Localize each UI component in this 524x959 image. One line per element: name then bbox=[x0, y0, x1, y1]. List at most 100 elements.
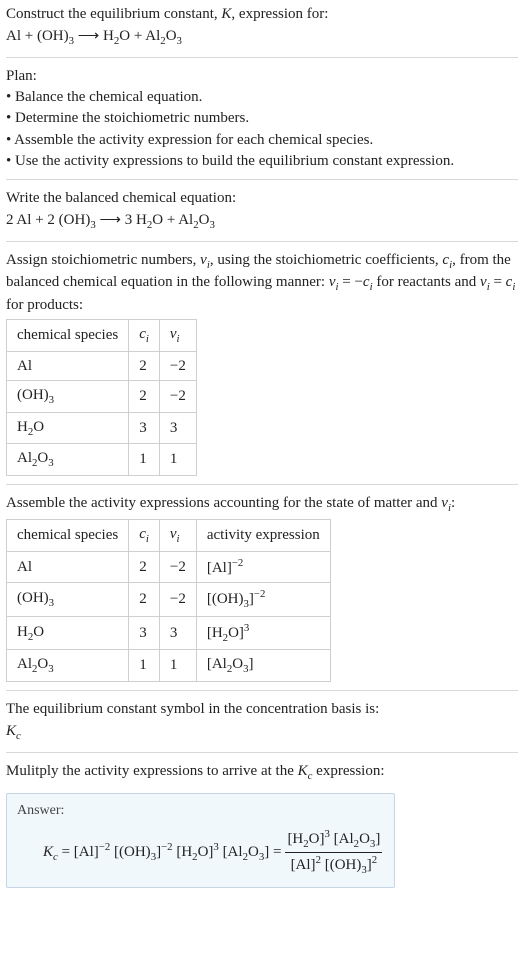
stoich-table: chemical species ci νi Al 2 −2 (OH)3 2 −… bbox=[6, 319, 197, 476]
sub: i bbox=[177, 533, 180, 545]
equals: = bbox=[58, 844, 74, 860]
col-nu: νi bbox=[159, 320, 196, 352]
text: O bbox=[232, 656, 243, 672]
divider bbox=[6, 241, 518, 242]
assign-block: Assign stoichiometric numbers, νi, using… bbox=[6, 250, 518, 476]
K: K bbox=[43, 844, 53, 860]
plus-sign: + bbox=[130, 28, 145, 44]
sub: i bbox=[146, 333, 149, 345]
text: [(OH) bbox=[321, 857, 361, 873]
prompt-block: Construct the equilibrium constant, K, e… bbox=[6, 4, 518, 49]
text: H bbox=[17, 624, 28, 640]
species-oh: (OH) bbox=[37, 28, 69, 44]
reaction-arrow: ⟶ bbox=[96, 212, 125, 228]
answer-equation: Kc = [Al]−2 [(OH)3]−2 [H2O]3 [Al2O3] = [… bbox=[17, 827, 384, 877]
text: [H bbox=[173, 844, 193, 860]
eqconst-symbol: Kc bbox=[6, 721, 518, 744]
cell-activity: [Al2O3] bbox=[196, 650, 330, 682]
sup: −2 bbox=[232, 557, 244, 569]
text: for products: bbox=[6, 297, 83, 313]
text: = bbox=[490, 274, 506, 290]
col-activity: activity expression bbox=[196, 520, 330, 552]
text: [Al bbox=[219, 844, 243, 860]
text: O bbox=[33, 624, 44, 640]
cell-nu: −2 bbox=[159, 381, 196, 413]
sup: −2 bbox=[254, 588, 266, 600]
sup: −2 bbox=[161, 841, 173, 853]
species-h: H bbox=[103, 28, 114, 44]
term: O bbox=[152, 212, 163, 228]
nu: ν bbox=[441, 495, 448, 511]
table-header-row: chemical species ci νi activity expressi… bbox=[7, 520, 331, 552]
cell-c: 2 bbox=[129, 381, 160, 413]
sub: c bbox=[16, 730, 21, 742]
cell-species: H2O bbox=[7, 412, 129, 444]
assign-text: Assign stoichiometric numbers, νi, using… bbox=[6, 250, 518, 315]
table-row: Al 2 −2 [Al]−2 bbox=[7, 551, 331, 582]
text: [Al] bbox=[74, 844, 99, 860]
answer-label: Answer: bbox=[17, 802, 384, 821]
species-al: Al bbox=[145, 28, 160, 44]
plan-list: • Balance the chemical equation. • Deter… bbox=[6, 87, 518, 171]
reaction-arrow: ⟶ bbox=[74, 28, 103, 44]
cell-species: Al bbox=[7, 351, 129, 380]
species-o: O bbox=[119, 28, 130, 44]
table-row: Al2O3 1 1 [Al2O3] bbox=[7, 650, 331, 682]
text: Assign stoichiometric numbers, bbox=[6, 252, 200, 268]
cell-c: 1 bbox=[129, 444, 160, 476]
cell-species: (OH)3 bbox=[7, 381, 129, 413]
sub: 3 bbox=[48, 663, 53, 675]
cell-activity: [Al]−2 bbox=[196, 551, 330, 582]
assemble-block: Assemble the activity expressions accoun… bbox=[6, 493, 518, 682]
answer-box: Answer: Kc = [Al]−2 [(OH)3]−2 [H2O]3 [Al… bbox=[6, 793, 395, 888]
plan-item: • Use the activity expressions to build … bbox=[6, 151, 518, 171]
sub: 3 bbox=[48, 457, 53, 469]
cell-c: 3 bbox=[129, 412, 160, 444]
text: Al bbox=[17, 450, 32, 466]
equals: = bbox=[269, 844, 281, 860]
cell-c: 3 bbox=[129, 616, 160, 650]
assemble-text: Assemble the activity expressions accoun… bbox=[6, 493, 518, 516]
cell-c: 2 bbox=[129, 351, 160, 380]
text: expression: bbox=[312, 763, 384, 779]
species-o: O bbox=[166, 28, 177, 44]
text: (OH) bbox=[17, 387, 49, 403]
table-row: Al 2 −2 bbox=[7, 351, 197, 380]
sub: 3 bbox=[177, 35, 182, 47]
text: : bbox=[451, 495, 455, 511]
cell-activity: [(OH)3]−2 bbox=[196, 583, 330, 617]
cell-nu: 1 bbox=[159, 650, 196, 682]
table-row: H2O 3 3 bbox=[7, 412, 197, 444]
divider bbox=[6, 752, 518, 753]
text: H bbox=[17, 419, 28, 435]
nu: ν bbox=[200, 252, 207, 268]
sub: i bbox=[177, 333, 180, 345]
c: c bbox=[139, 326, 146, 342]
text: Assemble the activity expressions accoun… bbox=[6, 495, 441, 511]
table-row: Al2O3 1 1 bbox=[7, 444, 197, 476]
divider bbox=[6, 484, 518, 485]
plus-sign: + bbox=[21, 28, 37, 44]
plan-heading: Plan: bbox=[6, 66, 518, 86]
prompt-line1: Construct the equilibrium constant, K, e… bbox=[6, 4, 518, 24]
fraction-denominator: [Al]2 [(OH)3]2 bbox=[289, 853, 380, 878]
plus-sign: + bbox=[163, 212, 178, 228]
text: (OH) bbox=[17, 590, 49, 606]
K: K bbox=[6, 723, 16, 739]
term: 2 Al bbox=[6, 212, 31, 228]
text: = − bbox=[338, 274, 362, 290]
divider bbox=[6, 690, 518, 691]
cell-c: 1 bbox=[129, 650, 160, 682]
text: Al bbox=[17, 559, 32, 575]
col-nu: νi bbox=[159, 520, 196, 552]
term: Al bbox=[178, 212, 193, 228]
text: [H bbox=[207, 625, 223, 641]
plan-item: • Balance the chemical equation. bbox=[6, 87, 518, 107]
cell-nu: 3 bbox=[159, 412, 196, 444]
divider bbox=[6, 179, 518, 180]
cell-species: Al2O3 bbox=[7, 444, 129, 476]
divider bbox=[6, 57, 518, 58]
cell-activity: [H2O]3 bbox=[196, 616, 330, 650]
text: [Al bbox=[330, 831, 354, 847]
col-c: ci bbox=[129, 320, 160, 352]
